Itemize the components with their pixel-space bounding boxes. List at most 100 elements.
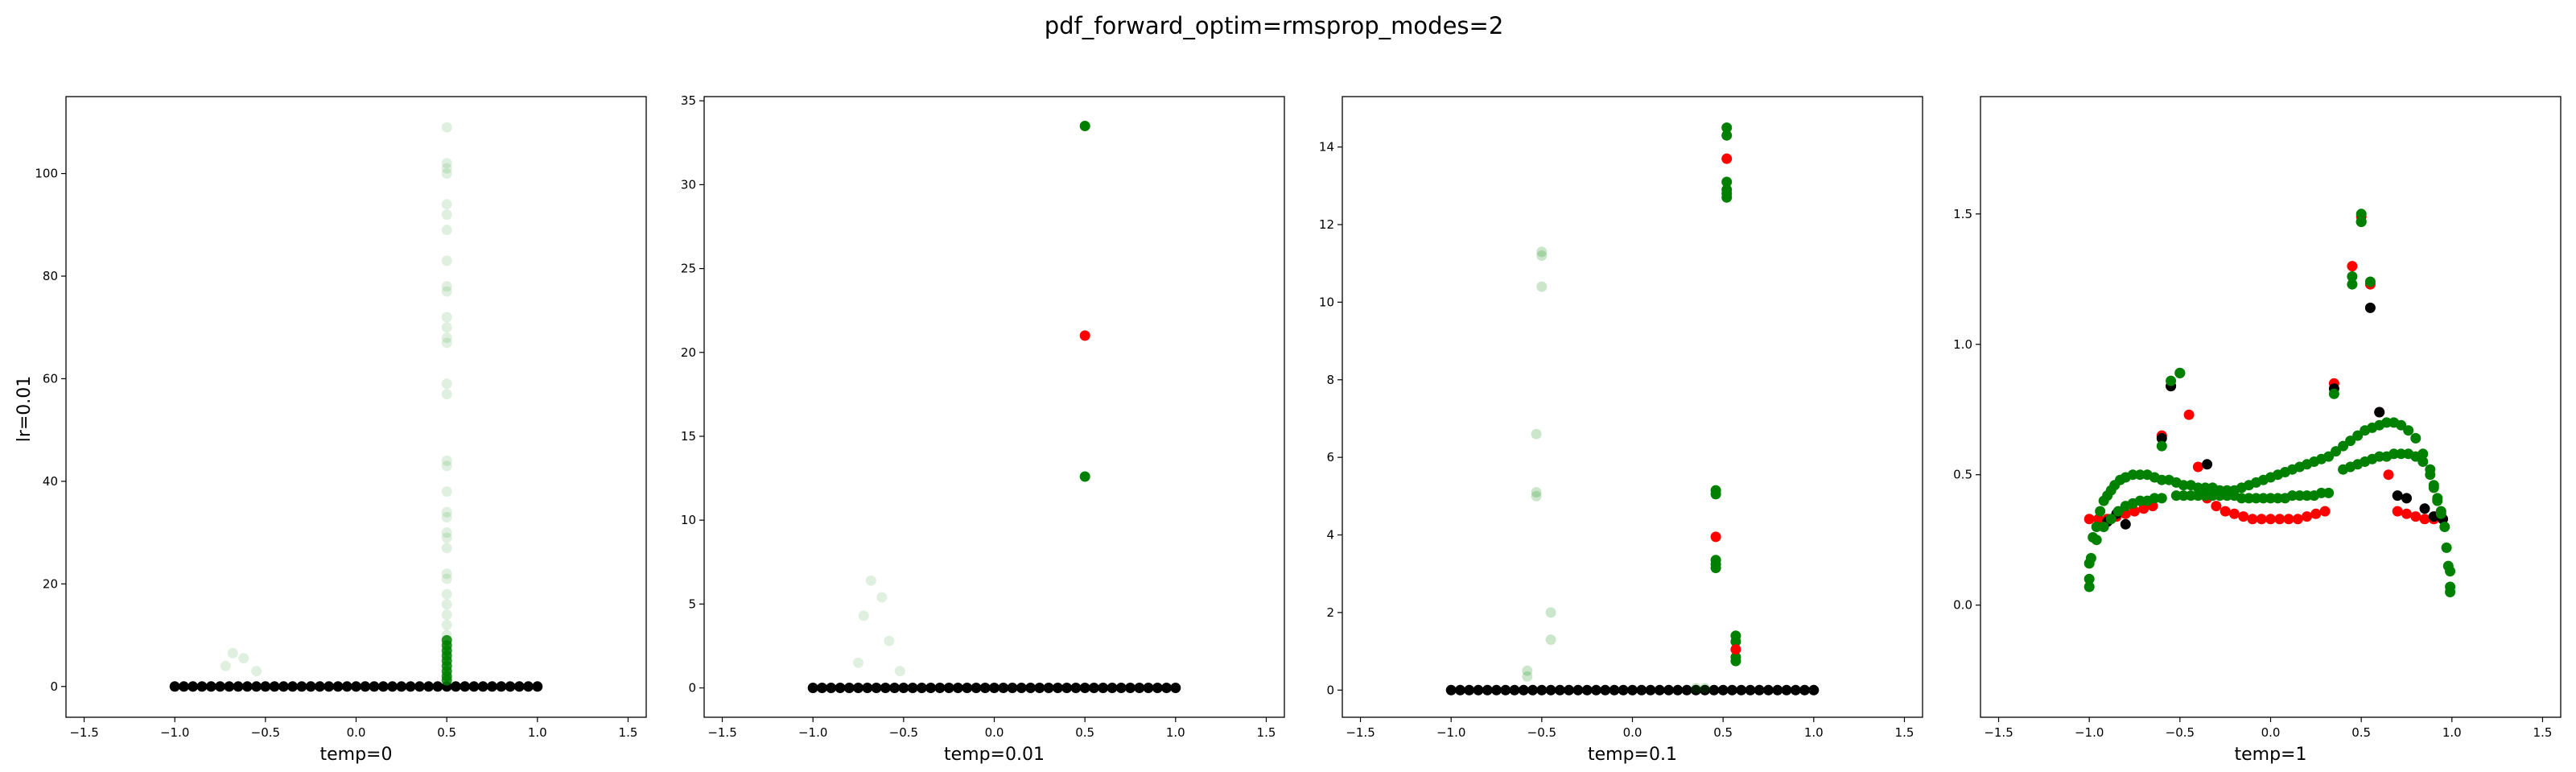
data-point-green bbox=[441, 486, 452, 497]
y-tick-label: 1.0 bbox=[1953, 337, 1972, 352]
y-tick-label: 20 bbox=[681, 345, 696, 360]
data-point-red bbox=[2401, 508, 2412, 519]
data-point-green bbox=[2127, 469, 2138, 481]
y-tick-label: 6 bbox=[1326, 450, 1334, 464]
data-point-black bbox=[196, 681, 208, 692]
data-point-black bbox=[1500, 684, 1511, 696]
x-axis-label: temp=0 bbox=[320, 745, 393, 765]
data-point-black bbox=[468, 681, 480, 692]
data-point-green bbox=[2199, 482, 2211, 493]
x-tick-label: 0.0 bbox=[985, 725, 1004, 740]
data-point-black bbox=[1034, 683, 1045, 693]
data-point-black bbox=[925, 683, 937, 693]
data-point-red bbox=[1721, 153, 1733, 164]
data-point-green bbox=[441, 588, 452, 600]
data-point-green bbox=[2323, 487, 2335, 498]
data-point-black bbox=[1600, 684, 1611, 696]
data-point-black bbox=[1681, 684, 1692, 696]
data-point-black bbox=[1016, 683, 1027, 693]
data-point-red bbox=[2138, 503, 2149, 514]
data-point-black bbox=[269, 681, 280, 692]
data-point-red bbox=[1730, 644, 1741, 655]
figure-title: pdf_forward_optim=rmsprop_modes=2 bbox=[1045, 12, 1504, 39]
data-point-black bbox=[360, 681, 371, 692]
data-point-green bbox=[441, 506, 452, 518]
y-tick-label: 30 bbox=[681, 177, 696, 192]
y-tick-label: 10 bbox=[1319, 295, 1334, 309]
data-point-black bbox=[2202, 459, 2213, 470]
x-tick-label: 0.5 bbox=[437, 725, 456, 740]
data-point-black bbox=[835, 683, 846, 693]
data-point-black bbox=[1645, 684, 1656, 696]
data-point-green bbox=[2410, 451, 2421, 462]
data-point-black bbox=[871, 683, 882, 693]
data-point-black bbox=[1654, 684, 1665, 696]
data-points bbox=[1445, 122, 1820, 696]
data-point-black bbox=[1736, 684, 1747, 696]
data-point-black bbox=[962, 683, 973, 693]
data-point-green bbox=[1730, 636, 1741, 647]
data-point-green bbox=[2085, 552, 2096, 564]
data-point-black bbox=[215, 681, 225, 692]
data-points bbox=[2083, 208, 2456, 597]
data-point-black bbox=[1070, 683, 1082, 693]
data-point-red bbox=[2238, 511, 2249, 522]
data-point-black bbox=[1025, 683, 1037, 693]
data-point-green bbox=[2221, 490, 2232, 502]
data-point-black bbox=[205, 681, 216, 692]
subplot-3: −1.5 −1.0 −0.5 0.0 0.5 1.0 1.5 0 2 4 6 8 10 12 14 temp=… bbox=[1319, 96, 1923, 765]
data-point-green bbox=[2105, 514, 2116, 525]
data-point-black bbox=[2374, 407, 2385, 418]
data-point-green bbox=[2174, 367, 2186, 378]
subplot-4: −1.5 −1.0 −0.5 0.0 0.5 1.0 1.5 0.0 0.5 1.0 1.5 temp… bbox=[1953, 96, 2562, 765]
data-point-green bbox=[2083, 581, 2095, 592]
data-point-green bbox=[2098, 522, 2109, 532]
data-point-black bbox=[1763, 684, 1774, 696]
data-point-black bbox=[1745, 684, 1756, 696]
data-point-black bbox=[1161, 683, 1172, 693]
x-tick-label: 1.0 bbox=[528, 725, 547, 740]
data-point-black bbox=[523, 681, 534, 692]
data-point-green bbox=[1522, 671, 1533, 682]
data-point-black bbox=[2401, 493, 2412, 504]
data-point-green bbox=[220, 660, 231, 671]
data-point-green bbox=[2432, 495, 2443, 506]
data-point-black bbox=[432, 681, 443, 692]
x-tick-label: −0.5 bbox=[251, 725, 280, 740]
data-point-black bbox=[278, 681, 289, 692]
data-point-black bbox=[1708, 684, 1720, 696]
data-point-black bbox=[1079, 683, 1090, 693]
data-point-green bbox=[441, 199, 452, 210]
data-point-black bbox=[952, 683, 963, 693]
data-point-green bbox=[2410, 432, 2421, 444]
data-point-black bbox=[1170, 683, 1181, 693]
data-point-green bbox=[2403, 425, 2414, 436]
y-tick-label: 0.5 bbox=[1953, 468, 1972, 482]
data-point-black bbox=[916, 683, 927, 693]
data-point-black bbox=[1143, 683, 1154, 693]
data-point-green bbox=[2091, 522, 2102, 532]
data-point-black bbox=[853, 683, 863, 693]
data-point-black bbox=[1781, 684, 1792, 696]
data-point-red bbox=[2083, 514, 2095, 525]
y-tick-label: 10 bbox=[681, 513, 696, 527]
data-point-green bbox=[2166, 375, 2177, 386]
data-point-green bbox=[2134, 495, 2145, 506]
data-point-black bbox=[1609, 684, 1620, 696]
y-tick-label: 100 bbox=[35, 167, 58, 181]
data-point-black bbox=[2419, 503, 2430, 514]
y-tick-label: 15 bbox=[681, 429, 696, 444]
data-point-black bbox=[807, 683, 818, 693]
data-point-green bbox=[1721, 130, 1733, 141]
data-point-green bbox=[2345, 436, 2356, 447]
subplot-2: −1.5 −1.0 −0.5 0.0 0.5 1.0 1.5 0 5 10 15 20 25 30 35 te… bbox=[681, 93, 1285, 765]
x-tick-label: −1.0 bbox=[2075, 725, 2104, 740]
data-point-green bbox=[1710, 489, 1721, 500]
data-point-black bbox=[251, 681, 262, 692]
data-point-black bbox=[260, 681, 271, 692]
x-axis-label: temp=0.1 bbox=[1588, 745, 1677, 765]
data-point-black bbox=[224, 681, 235, 692]
data-point-black bbox=[405, 681, 416, 692]
data-point-black bbox=[341, 681, 352, 692]
data-point-green bbox=[853, 657, 863, 668]
